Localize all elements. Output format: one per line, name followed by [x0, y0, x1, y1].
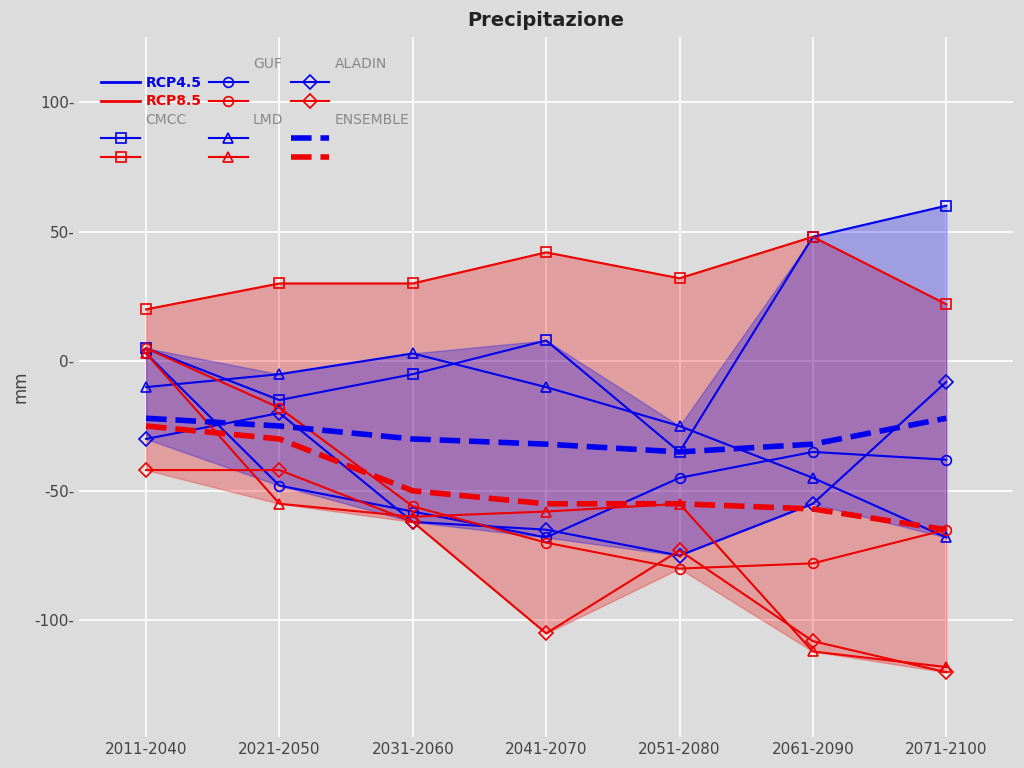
Legend: , RCP4.5, RCP8.5, CMCC, , , GUF, , , LMD, , , ALADIN, , , ENSEMBLE, , : , RCP4.5, RCP8.5, CMCC, , , GUF, , , LMD…	[95, 51, 416, 170]
Title: Precipitazione: Precipitazione	[468, 11, 625, 30]
Y-axis label: mm: mm	[11, 371, 29, 403]
